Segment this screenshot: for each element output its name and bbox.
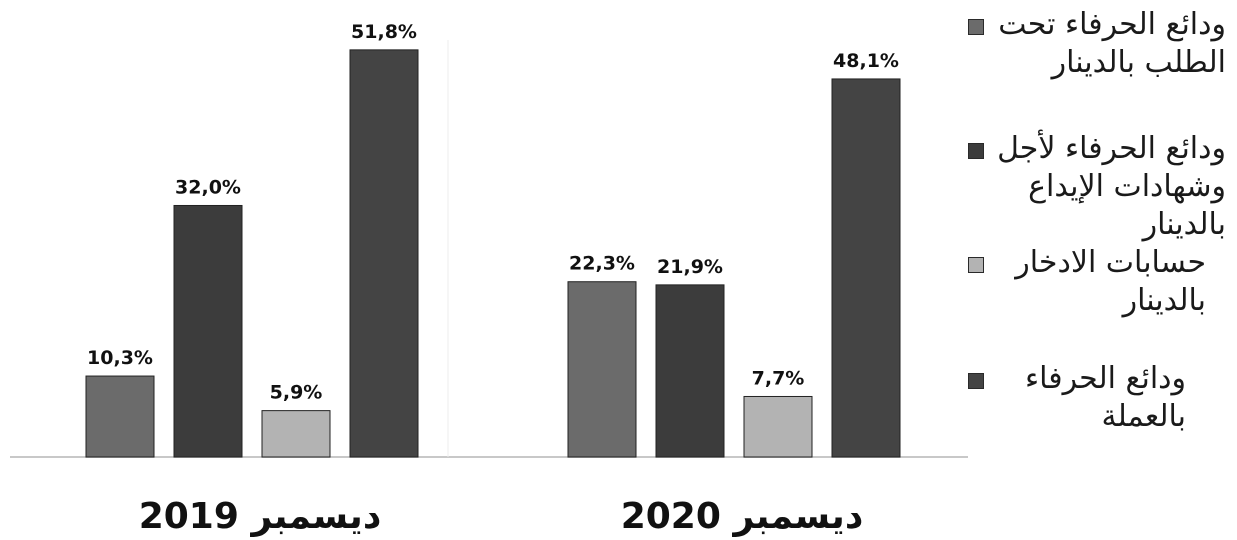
legend-item-demand-deposits: ودائع الحرفاء تحت الطلب بالدينار bbox=[960, 6, 1232, 82]
legend-swatch-term-deposits bbox=[968, 143, 984, 159]
data-label-0-2: 5,9% bbox=[270, 382, 323, 404]
legend: ودائع الحرفاء تحت الطلب بالدينار ودائع ا… bbox=[960, 0, 1237, 540]
legend-swatch-demand-deposits bbox=[968, 19, 984, 35]
bar-1-2 bbox=[743, 395, 813, 458]
category-label-0: ديسمبر 2019 bbox=[139, 496, 382, 537]
legend-label-demand-deposits: ودائع الحرفاء تحت الطلب بالدينار bbox=[998, 7, 1226, 80]
bar-0-2 bbox=[261, 410, 331, 458]
bar-1-3 bbox=[831, 78, 901, 458]
legend-swatch-foreign-currency bbox=[968, 373, 984, 389]
legend-item-term-deposits: ودائع الحرفاء لأجل وشهادات الإيداع بالدي… bbox=[960, 130, 1232, 244]
data-label-0-3: 51,8% bbox=[351, 21, 417, 43]
data-label-1-0: 22,3% bbox=[569, 253, 635, 275]
data-label-0-1: 32,0% bbox=[175, 176, 241, 198]
bar-1-0 bbox=[567, 281, 637, 458]
category-label-1: ديسمبر 2020 bbox=[621, 496, 864, 537]
legend-item-savings-accounts: حسابات الادخار بالدينار bbox=[960, 244, 1232, 320]
bar-1-1 bbox=[655, 284, 725, 458]
data-label-0-0: 10,3% bbox=[87, 347, 153, 369]
legend-label-savings-accounts: حسابات الادخار بالدينار bbox=[1015, 245, 1206, 318]
legend-swatch-savings-accounts bbox=[968, 257, 984, 273]
bar-0-0 bbox=[85, 375, 155, 458]
data-label-1-3: 48,1% bbox=[833, 50, 899, 72]
bar-0-1 bbox=[173, 204, 243, 458]
legend-label-term-deposits: ودائع الحرفاء لأجل وشهادات الإيداع بالدي… bbox=[997, 131, 1226, 242]
legend-item-foreign-currency: ودائع الحرفاء بالعملة bbox=[960, 360, 1232, 436]
data-label-1-2: 7,7% bbox=[752, 367, 805, 389]
data-label-1-1: 21,9% bbox=[657, 256, 723, 278]
bar-0-3 bbox=[349, 49, 419, 458]
legend-label-foreign-currency: ودائع الحرفاء بالعملة bbox=[1024, 361, 1186, 434]
